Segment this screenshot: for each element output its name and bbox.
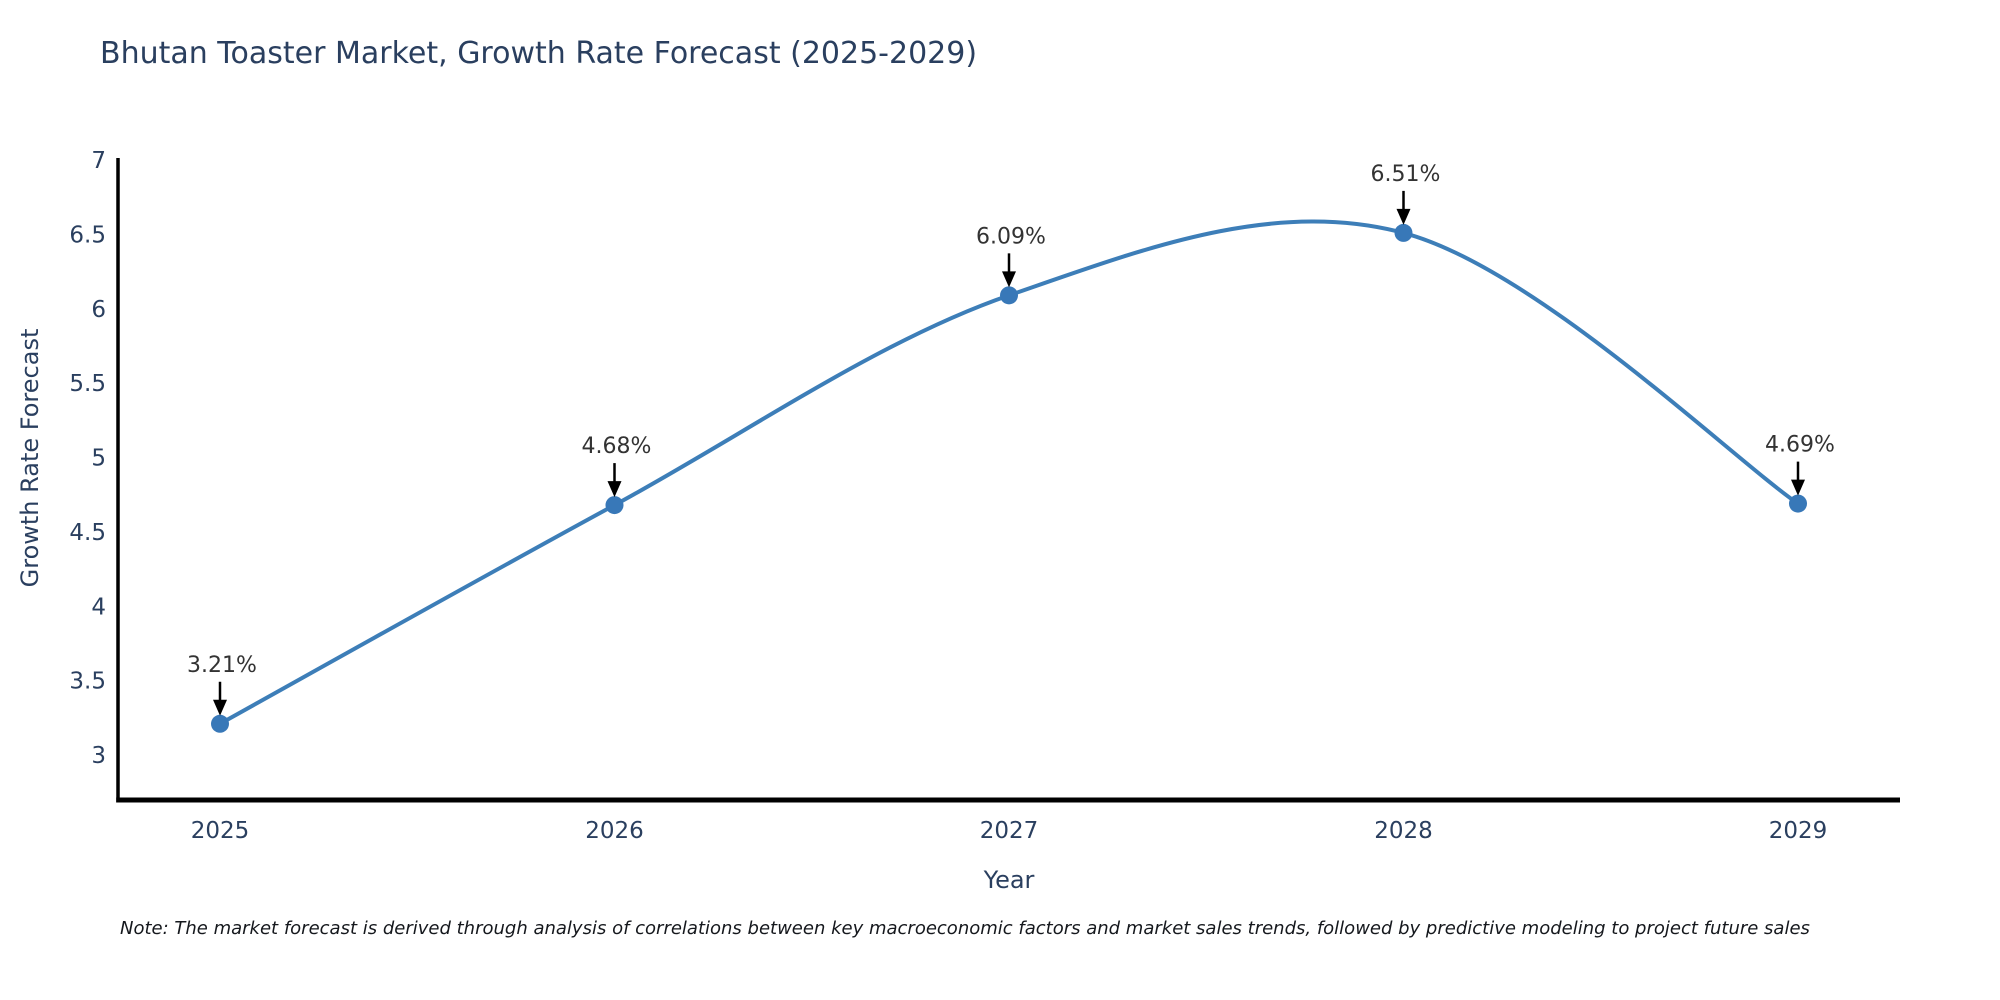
x-tick-label: 2029 (1769, 818, 1828, 844)
annotation-arrow-head (1396, 208, 1411, 225)
data-point-label: 4.68% (582, 434, 652, 459)
source-note: Note: The market forecast is derived thr… (120, 918, 1810, 939)
y-tick-label: 5.5 (69, 371, 106, 397)
data-point-marker (211, 714, 229, 733)
data-point-marker (1789, 494, 1807, 513)
y-tick-label: 4 (91, 594, 106, 620)
y-axis-title: Growth Rate Forecast (16, 328, 44, 588)
data-point-marker (1394, 223, 1413, 242)
data-point-label: 6.09% (976, 224, 1046, 249)
data-point-label: 4.69% (1765, 433, 1835, 458)
y-tick-label: 4.5 (69, 520, 106, 546)
data-point-marker (605, 496, 624, 515)
annotation-arrow-head (1002, 271, 1016, 288)
annotation-arrow-head (1791, 479, 1805, 496)
x-tick-label: 2027 (980, 818, 1039, 844)
y-tick-label: 6.5 (69, 222, 106, 248)
x-tick-label: 2025 (191, 818, 250, 844)
data-point-label: 3.21% (187, 653, 257, 678)
y-tick-label: 3 (91, 743, 106, 769)
chart-title: Bhutan Toaster Market, Growth Rate Forec… (100, 36, 978, 71)
y-tick-label: 7 (91, 148, 106, 174)
x-tick-label: 2026 (585, 818, 644, 844)
x-tick-label: 2028 (1374, 818, 1433, 844)
y-tick-label: 6 (91, 297, 106, 323)
y-tick-label: 3.5 (69, 669, 106, 695)
annotation-arrow-head (213, 699, 227, 716)
y-tick-label: 5 (91, 446, 106, 472)
annotation-arrow-head (607, 481, 622, 498)
data-point-label: 6.51% (1371, 162, 1441, 187)
data-point-marker (1000, 286, 1018, 305)
x-axis-title: Year (983, 866, 1035, 894)
